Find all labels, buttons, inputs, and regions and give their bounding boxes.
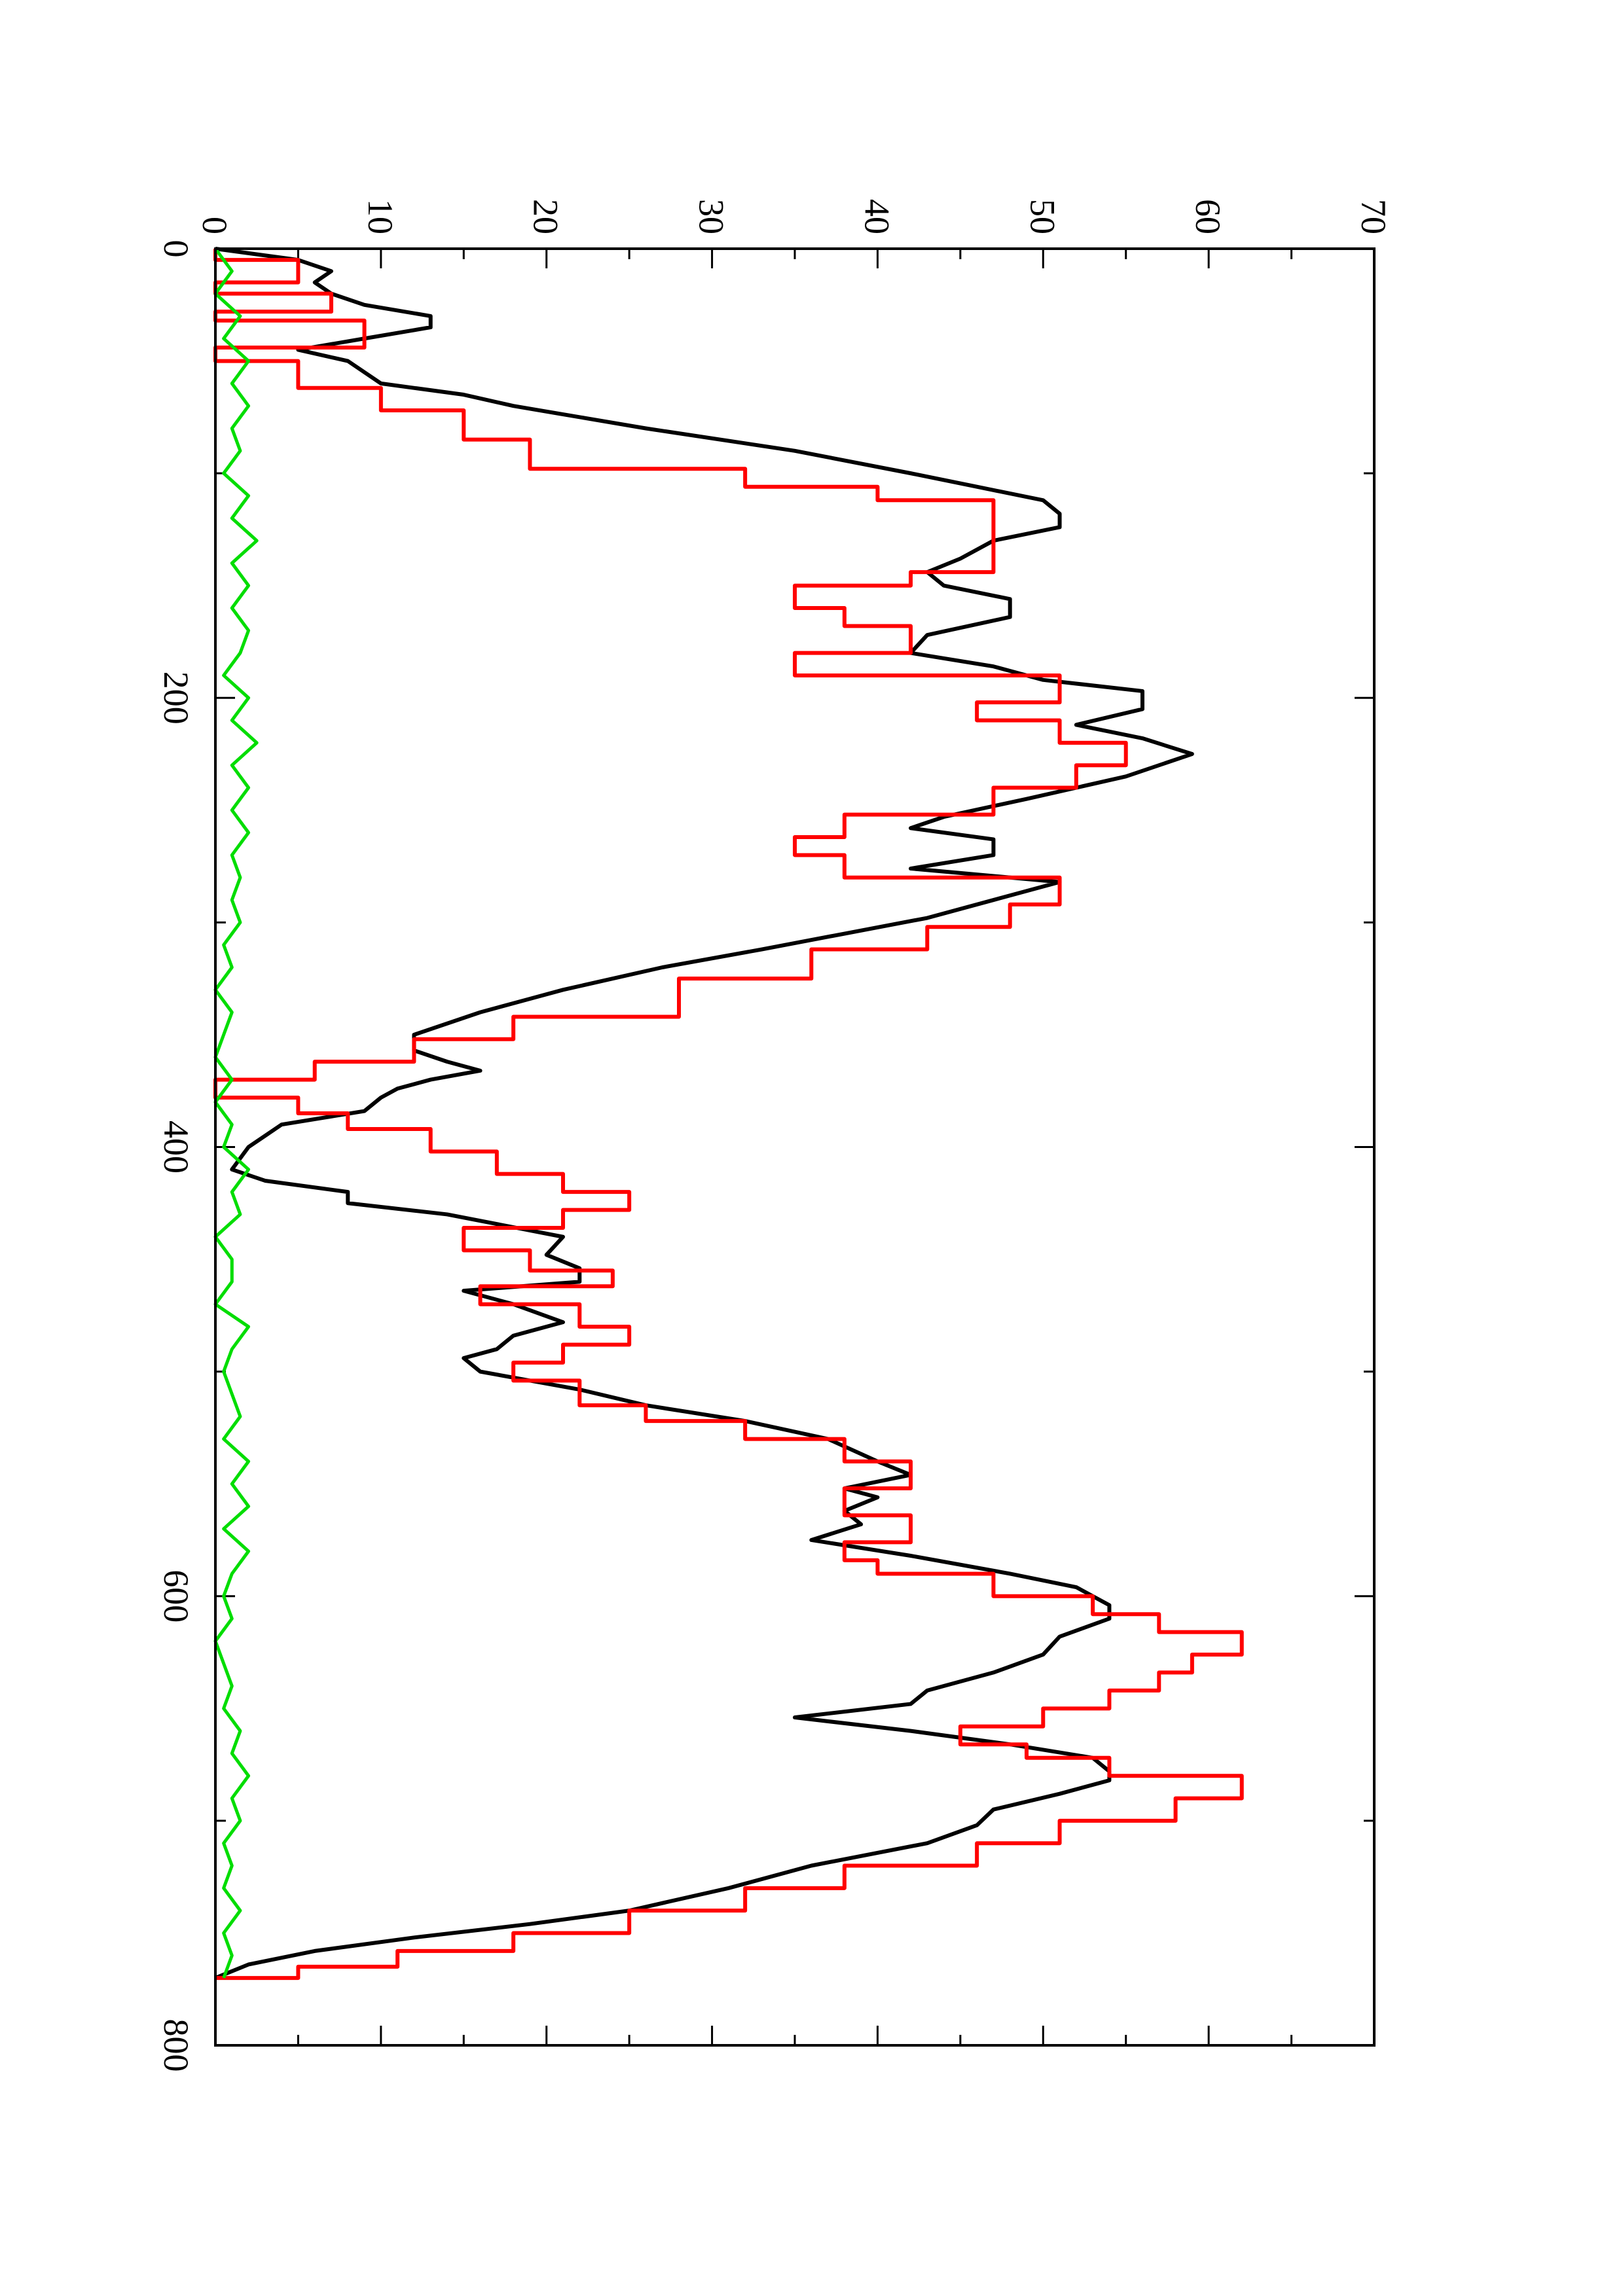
x-tick-label: 600 <box>156 1570 196 1623</box>
y-tick-label: 40 <box>857 199 896 234</box>
y-tick-label: 50 <box>1023 199 1062 234</box>
x-tick-label: 400 <box>156 1121 196 1174</box>
x-tick-label: 0 <box>156 240 196 258</box>
y-tick-label: 10 <box>361 199 400 234</box>
y-tick-label: 60 <box>1188 199 1228 234</box>
series-line-1 <box>214 247 1194 1980</box>
plot-frame <box>214 247 1376 2047</box>
y-tick-label: 20 <box>526 199 566 234</box>
series-line-3 <box>213 247 259 1979</box>
y-tick-label: 30 <box>692 199 731 234</box>
y-tick-label: 70 <box>1354 199 1393 234</box>
series-line-2 <box>213 249 1244 1981</box>
x-tick-label: 200 <box>156 672 196 725</box>
x-tick-label: 800 <box>156 2019 196 2072</box>
y-tick-label: 0 <box>195 217 234 234</box>
